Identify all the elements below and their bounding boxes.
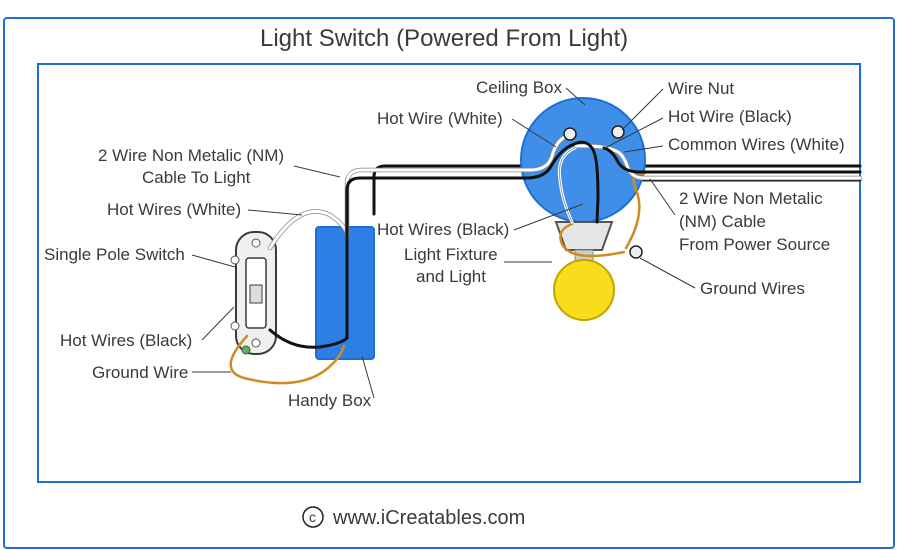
credit-text: www.iCreatables.com bbox=[332, 507, 525, 529]
label-hot-black: Hot Wire (Black) bbox=[668, 107, 792, 126]
leader-wire-nut bbox=[622, 89, 663, 130]
wire-nut-2 bbox=[630, 246, 642, 258]
light-bulb bbox=[554, 260, 614, 320]
label-hot-wires-black-l: Hot Wires (Black) bbox=[60, 331, 192, 350]
label-nm-from-src-2: (NM) Cable bbox=[679, 212, 766, 231]
leader-nm-from-src bbox=[650, 179, 675, 215]
label-common-wires: Common Wires (White) bbox=[668, 135, 845, 154]
label-nm-to-light-2: Cable To Light bbox=[142, 168, 251, 187]
label-hot-wires-black: Hot Wires (Black) bbox=[377, 220, 509, 239]
switch-toggle bbox=[250, 285, 262, 303]
label-hot-white-top: Hot Wire (White) bbox=[377, 109, 503, 128]
label-wire-nut: Wire Nut bbox=[668, 79, 734, 98]
label-ground-wires-r: Ground Wires bbox=[700, 279, 805, 298]
leader-nm-to-light bbox=[294, 166, 340, 177]
leader-hot-wires-black-l bbox=[202, 307, 234, 340]
label-nm-from-src-3: From Power Source bbox=[679, 235, 830, 254]
credit: c www.iCreatables.com bbox=[303, 507, 525, 529]
leader-ground-wires-r bbox=[640, 258, 695, 288]
label-hot-wires-white: Hot Wires (White) bbox=[107, 200, 241, 219]
label-nm-from-src-1: 2 Wire Non Metalic bbox=[679, 189, 823, 208]
label-ground-wire-l: Ground Wire bbox=[92, 363, 188, 382]
label-light-fixture-1: Light Fixture bbox=[404, 245, 498, 264]
label-light-fixture-2: and Light bbox=[416, 267, 486, 286]
svg-text:c: c bbox=[309, 509, 316, 525]
wire-nut-0 bbox=[612, 126, 624, 138]
label-handy-box: Handy Box bbox=[288, 391, 372, 410]
leader-single-pole bbox=[192, 255, 235, 267]
label-single-pole: Single Pole Switch bbox=[44, 245, 185, 264]
wire-nut-1 bbox=[564, 128, 576, 140]
leader-hot-wires-white bbox=[248, 210, 302, 215]
label-nm-to-light-1: 2 Wire Non Metalic (NM) bbox=[98, 146, 284, 165]
label-ceiling-box: Ceiling Box bbox=[476, 78, 562, 97]
diagram-title: Light Switch (Powered From Light) bbox=[260, 25, 628, 52]
